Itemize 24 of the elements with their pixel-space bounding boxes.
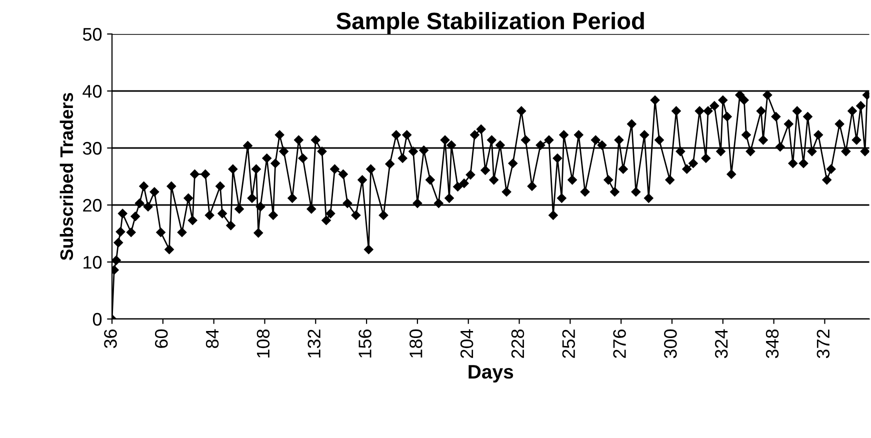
x-tick-label: 228 [511, 330, 524, 358]
y-tick-label: 20 [83, 198, 102, 212]
x-tick-label: 276 [613, 330, 626, 358]
chart-title: Sample Stabilization Period [336, 12, 644, 34]
x-tick-label: 156 [358, 330, 372, 358]
y-tick-label: 40 [82, 84, 102, 98]
x-tick-label: 36 [104, 330, 117, 348]
x-tick-label: 348 [766, 330, 779, 358]
x-tick-label: 300 [664, 329, 677, 358]
x-tick-label: 324 [714, 329, 728, 358]
x-tick-label: 372 [816, 330, 830, 358]
x-tick-label: 84 [206, 329, 219, 348]
y-axis-title: Subscribed Traders [60, 92, 74, 260]
y-tick-label: 0 [92, 312, 102, 326]
y-tick-label: 50 [82, 28, 102, 41]
y-tick-label: 10 [84, 256, 102, 269]
y-tick-label: 30 [82, 142, 102, 155]
x-tick-label: 252 [562, 330, 576, 358]
x-axis-title: Days [468, 365, 514, 383]
x-tick-label: 204 [460, 329, 474, 358]
x-tick-label: 132 [308, 330, 320, 358]
x-tick-label: 180 [410, 329, 422, 358]
x-tick-label: 60 [154, 329, 168, 348]
x-tick-label: 108 [256, 330, 270, 358]
